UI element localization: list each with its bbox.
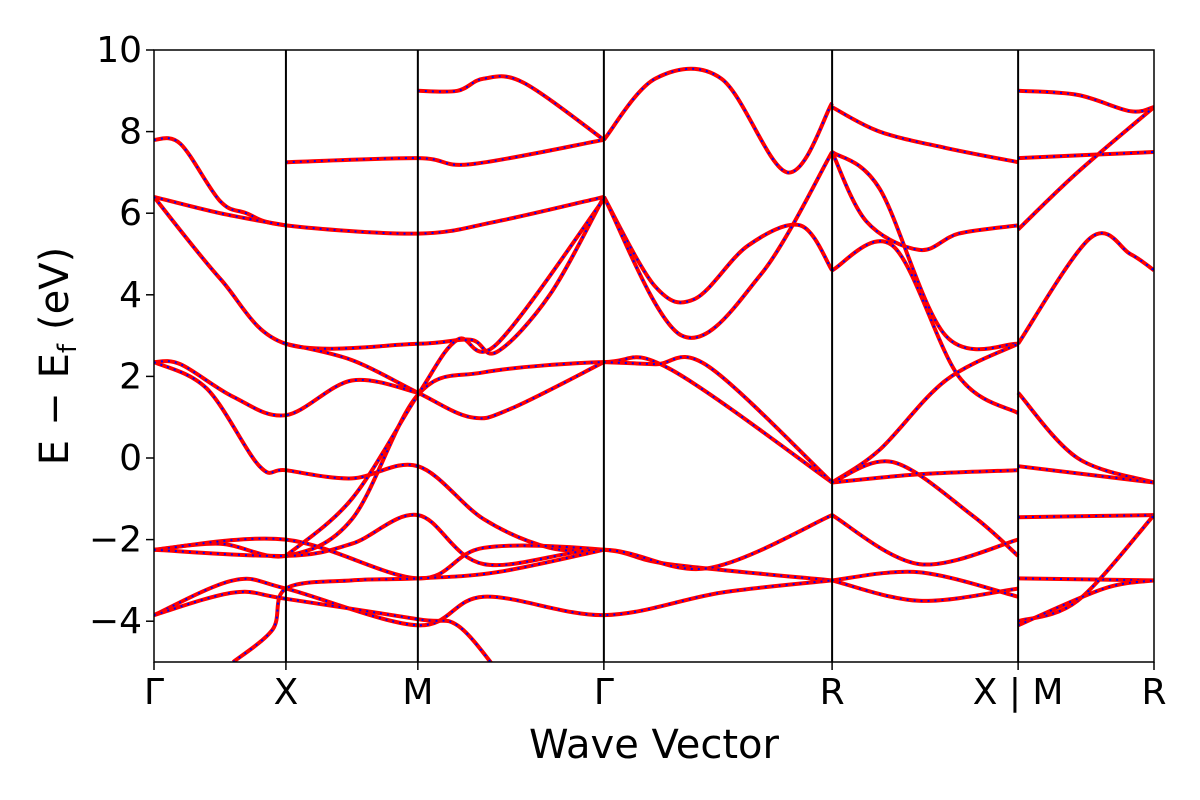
band-line [154,355,834,559]
band-line [417,74,606,142]
band-line [285,137,605,167]
band-line-overlay [285,138,605,166]
y-tick-label: 0 [119,438,142,479]
kpoint-label: X | M [973,672,1064,713]
band-line-overlay [603,151,833,339]
y-axis-ticks: −4 −2 0 2 4 6 8 10 [89,30,154,642]
bands-layer [154,66,1154,662]
band-line-overlay [154,137,605,235]
band-line-overlay [1017,514,1154,623]
band-line-overlay [831,240,1019,414]
kpoint-label: M [402,672,433,713]
band-line-overlay [831,151,1019,251]
band-line-overlay [154,196,605,355]
band-line [1017,513,1154,624]
y-tick-label: 2 [119,356,142,397]
y-axis-title-unit: (eV) [32,247,78,330]
band-line [831,239,1020,415]
band-line [603,355,834,484]
y-axis-title-ef: E [32,353,78,378]
band-line [1018,576,1154,583]
band-line [154,589,494,662]
band-line-overlay [154,195,287,227]
y-axis-title-minus: − [32,392,78,426]
band-line-overlay [154,577,833,627]
band-line [830,150,1019,352]
band-line-overlay [832,570,1019,598]
band-line [602,150,834,340]
kpoint-label: X [274,672,299,713]
band-line [831,513,1019,567]
band-line [1018,513,1154,520]
band-line [1018,150,1154,161]
band-line [154,195,606,356]
band-line-overlay [831,579,1019,602]
y-tick-label: 6 [119,193,142,234]
band-line-overlay [831,342,1019,484]
band-line-overlay [285,198,605,557]
band-line-overlay [831,106,1019,164]
y-tick-label: −2 [89,520,142,561]
band-line-overlay [1017,465,1154,484]
x-axis-ticks: Γ X M Γ R X | M R [144,662,1167,713]
kpoint-label: R [1141,672,1166,713]
band-line [602,66,834,175]
band-line [1016,105,1154,231]
band-line-overlay [603,67,833,174]
y-axis-title: E − Ef (eV) [32,247,83,465]
kpoint-divider-lines [284,50,1020,662]
y-tick-label: −4 [89,601,142,642]
y-tick-label: 8 [119,112,142,153]
band-line-overlay [154,360,419,417]
y-axis-title-ef-subscript: f [53,343,83,353]
plot-frame [153,49,1155,663]
kpoint-label: Γ [144,672,164,713]
kpoint-label: Γ [594,672,614,713]
y-tick-label: 4 [119,275,142,316]
band-line [830,342,1019,485]
band-line [1017,578,1154,628]
kpoint-label: R [820,672,845,713]
band-line-overlay [603,196,833,304]
band-line [1017,464,1154,485]
band-line-overlay [831,514,1019,566]
band-line [1017,88,1154,114]
band-line [831,105,1019,165]
y-axis-title-e: E [32,440,78,465]
x-axis-title: Wave Vector [529,722,780,768]
band-line [154,576,833,628]
y-tick-label: 10 [96,30,142,71]
band-line-overlay [831,460,1019,557]
band-line-overlay [154,361,604,552]
band-line [1016,391,1154,485]
band-line [1016,231,1154,345]
band-line-overlay [232,548,605,662]
band-line-overlay [417,75,605,141]
band-line-overlay [154,590,492,662]
band-line-overlay [1018,89,1154,113]
band-line-overlay [285,342,605,420]
band-line-overlay [1017,232,1154,345]
